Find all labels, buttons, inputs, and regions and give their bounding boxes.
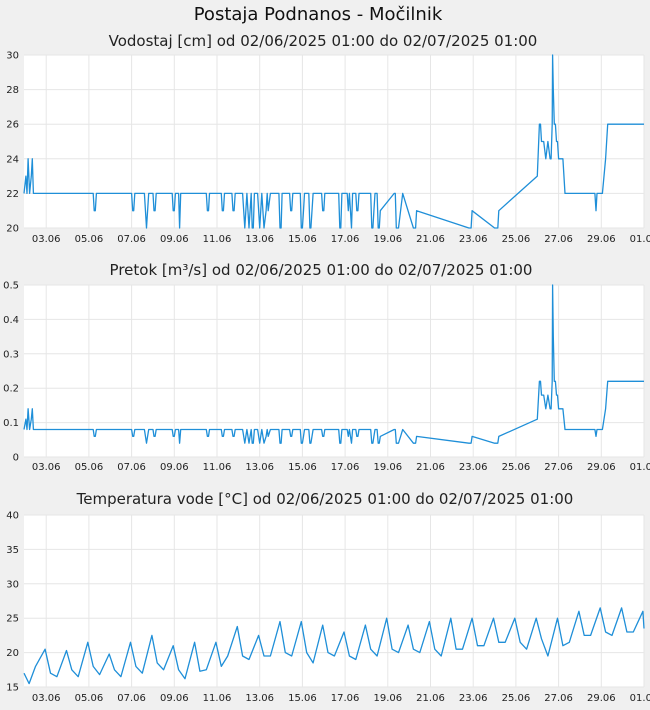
x-tick-label: 23.06: [459, 234, 488, 245]
x-tick-label: 15.06: [288, 234, 317, 245]
x-tick-label: 07.06: [117, 693, 146, 704]
x-tick-label: 13.06: [245, 234, 274, 245]
panel-3-title: Temperatura vode [°C] od 02/06/2025 01:0…: [76, 490, 574, 508]
x-tick-label: 11.06: [203, 234, 232, 245]
x-tick-label: 27.06: [544, 462, 573, 473]
y-tick-label: 22: [6, 189, 19, 200]
x-tick-label: 25.06: [502, 462, 531, 473]
x-tick-label: 17.06: [331, 462, 360, 473]
x-tick-label: 03.06: [32, 234, 61, 245]
series-line-panel-3: [23, 607, 645, 685]
x-tick-label: 11.06: [203, 462, 232, 473]
y-tick-label: 0.4: [3, 315, 19, 326]
y-tick-label: 20: [6, 648, 19, 659]
gridlines-2: [24, 284, 645, 458]
x-tick-label: 11.06: [203, 693, 232, 704]
x-tick-label: 07.06: [117, 462, 146, 473]
x-tick-label: 27.06: [544, 693, 573, 704]
x-tick-label: 01.07: [630, 462, 650, 473]
y-tick-label: 24: [6, 154, 19, 165]
y-tick-label: 15: [6, 683, 19, 694]
figure-title: Postaja Podnanos - Močilnik: [194, 4, 443, 25]
x-tick-label: 09.06: [160, 462, 189, 473]
plot-area-2: [24, 285, 644, 457]
x-tick-label: 19.06: [373, 693, 402, 704]
x-tick-label: 03.06: [32, 462, 61, 473]
y-tick-label: 20: [6, 224, 19, 235]
y-tick-label: 0.2: [3, 384, 19, 395]
y-tick-label: 0.3: [3, 349, 19, 360]
y-tick-label: 30: [6, 51, 19, 62]
y-tick-label: 40: [6, 511, 19, 522]
x-tick-label: 21.06: [416, 462, 445, 473]
x-tick-label: 25.06: [502, 693, 531, 704]
x-tick-label: 09.06: [160, 693, 189, 704]
x-tick-label: 23.06: [459, 693, 488, 704]
plot-area-1: [24, 55, 644, 228]
x-tick-label: 27.06: [544, 234, 573, 245]
x-tick-label: 17.06: [331, 693, 360, 704]
x-tick-label: 21.06: [416, 693, 445, 704]
x-tick-label: 29.06: [587, 693, 616, 704]
x-tick-label: 23.06: [459, 462, 488, 473]
x-tick-label: 05.06: [75, 234, 104, 245]
panel-2-title: Pretok [m³/s] od 02/06/2025 01:00 do 02/…: [110, 261, 533, 279]
x-tick-label: 19.06: [373, 462, 402, 473]
x-tick-label: 01.07: [630, 693, 650, 704]
x-tick-label: 07.06: [117, 234, 146, 245]
x-tick-label: 01.07: [630, 234, 650, 245]
y-tick-label: 35: [6, 545, 19, 556]
panel-1-title: Vodostaj [cm] od 02/06/2025 01:00 do 02/…: [109, 32, 538, 50]
plot-area-3: [24, 515, 644, 687]
x-tick-label: 09.06: [160, 234, 189, 245]
x-tick-label: 21.06: [416, 234, 445, 245]
y-tick-label: 0: [13, 453, 19, 464]
y-tick-label: 28: [6, 85, 19, 96]
x-tick-label: 13.06: [245, 462, 274, 473]
x-tick-label: 13.06: [245, 693, 274, 704]
x-tick-label: 17.06: [331, 234, 360, 245]
x-tick-label: 05.06: [75, 462, 104, 473]
x-tick-label: 25.06: [502, 234, 531, 245]
x-tick-label: 29.06: [587, 462, 616, 473]
x-tick-label: 15.06: [288, 462, 317, 473]
x-tick-label: 19.06: [373, 234, 402, 245]
y-tick-label: 0.5: [3, 281, 19, 292]
x-tick-label: 03.06: [32, 693, 61, 704]
series-line-panel-2: [23, 284, 644, 444]
x-tick-label: 29.06: [587, 234, 616, 245]
x-tick-label: 15.06: [288, 693, 317, 704]
y-tick-label: 30: [6, 579, 19, 590]
x-tick-label: 05.06: [75, 693, 104, 704]
y-tick-label: 26: [6, 120, 19, 131]
y-tick-label: 0.1: [3, 418, 19, 429]
series-line-panel-1: [23, 54, 644, 229]
y-tick-label: 25: [6, 614, 19, 625]
